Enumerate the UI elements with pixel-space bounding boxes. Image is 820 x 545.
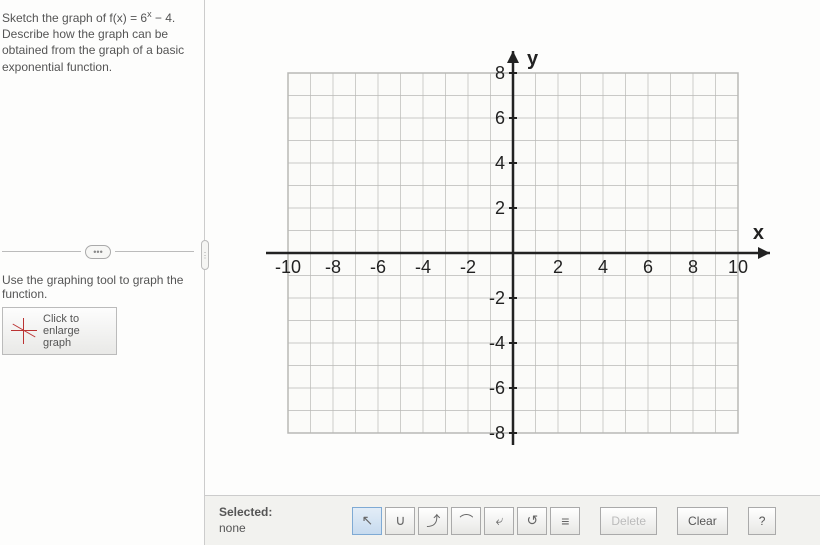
svg-text:8: 8 <box>494 63 504 83</box>
svg-text:-8: -8 <box>324 257 340 277</box>
enlarge-graph-button[interactable]: Click to enlarge graph <box>2 307 117 355</box>
tool-reset-button[interactable]: ↺ <box>517 507 547 535</box>
divider-pill[interactable]: ••• <box>85 245 110 259</box>
tool-curve2-button[interactable]: ⤶ <box>484 507 514 535</box>
svg-text:y: y <box>527 48 539 70</box>
problem-statement: Sketch the graph of f(x) = 6x − 4. Descr… <box>2 8 194 75</box>
tool-buttons: ↖∪⤴⌒⤶↺≡ <box>352 507 580 535</box>
svg-text:10: 10 <box>727 257 747 277</box>
enlarge-l3: graph <box>43 337 80 349</box>
right-panel: -10 -8 -6 -4 -2 2 4 6 8 10 -8 -6 -4 -2 2 4 6 8 x y Selected… <box>205 0 820 545</box>
svg-text:-4: -4 <box>488 333 504 353</box>
axes-icon <box>11 318 37 344</box>
instruction-text: Use the graphing tool to graph the funct… <box>2 273 194 301</box>
delete-button[interactable]: Delete <box>600 507 657 535</box>
section-divider: ••• <box>2 245 194 259</box>
svg-text:-6: -6 <box>488 378 504 398</box>
svg-text:4: 4 <box>494 153 504 173</box>
tool-parabola-button[interactable]: ∪ <box>385 507 415 535</box>
prob-line1a: Sketch the graph of f(x) = 6 <box>2 11 147 25</box>
svg-text:2: 2 <box>552 257 562 277</box>
selected-value: none <box>219 521 272 537</box>
svg-text:-6: -6 <box>369 257 385 277</box>
svg-text:4: 4 <box>597 257 607 277</box>
left-panel: Sketch the graph of f(x) = 6x − 4. Descr… <box>0 0 205 545</box>
clear-button[interactable]: Clear <box>677 507 728 535</box>
svg-text:-8: -8 <box>488 423 504 443</box>
tool-pointer-button[interactable]: ↖ <box>352 507 382 535</box>
svg-text:6: 6 <box>494 108 504 128</box>
tool-asymptote-button[interactable]: ≡ <box>550 507 580 535</box>
svg-text:-2: -2 <box>459 257 475 277</box>
enlarge-l1: Click to <box>43 313 80 325</box>
svg-text:-10: -10 <box>274 257 300 277</box>
prob-line2: Describe how the graph can be obtained f… <box>2 27 184 73</box>
selected-label: Selected: <box>219 505 272 521</box>
svg-text:x: x <box>752 222 763 244</box>
graph-area[interactable]: -10 -8 -6 -4 -2 2 4 6 8 10 -8 -6 -4 -2 2 4 6 8 x y <box>205 0 820 495</box>
selection-readout: Selected: none <box>219 505 272 536</box>
svg-text:-2: -2 <box>488 288 504 308</box>
graph-toolbar: Selected: none ↖∪⤴⌒⤶↺≡ Delete Clear ? <box>205 495 820 545</box>
svg-text:2: 2 <box>494 198 504 218</box>
prob-line1b: − 4. <box>152 11 176 25</box>
svg-text:-4: -4 <box>414 257 430 277</box>
enlarge-l2: enlarge <box>43 325 80 337</box>
coordinate-grid[interactable]: -10 -8 -6 -4 -2 2 4 6 8 10 -8 -6 -4 -2 2 4 6 8 x y <box>228 33 788 473</box>
help-button[interactable]: ? <box>748 507 777 535</box>
tool-curve1-button[interactable]: ⤴ <box>418 507 448 535</box>
svg-text:6: 6 <box>642 257 652 277</box>
svg-text:8: 8 <box>687 257 697 277</box>
tool-arc-button[interactable]: ⌒ <box>451 507 481 535</box>
